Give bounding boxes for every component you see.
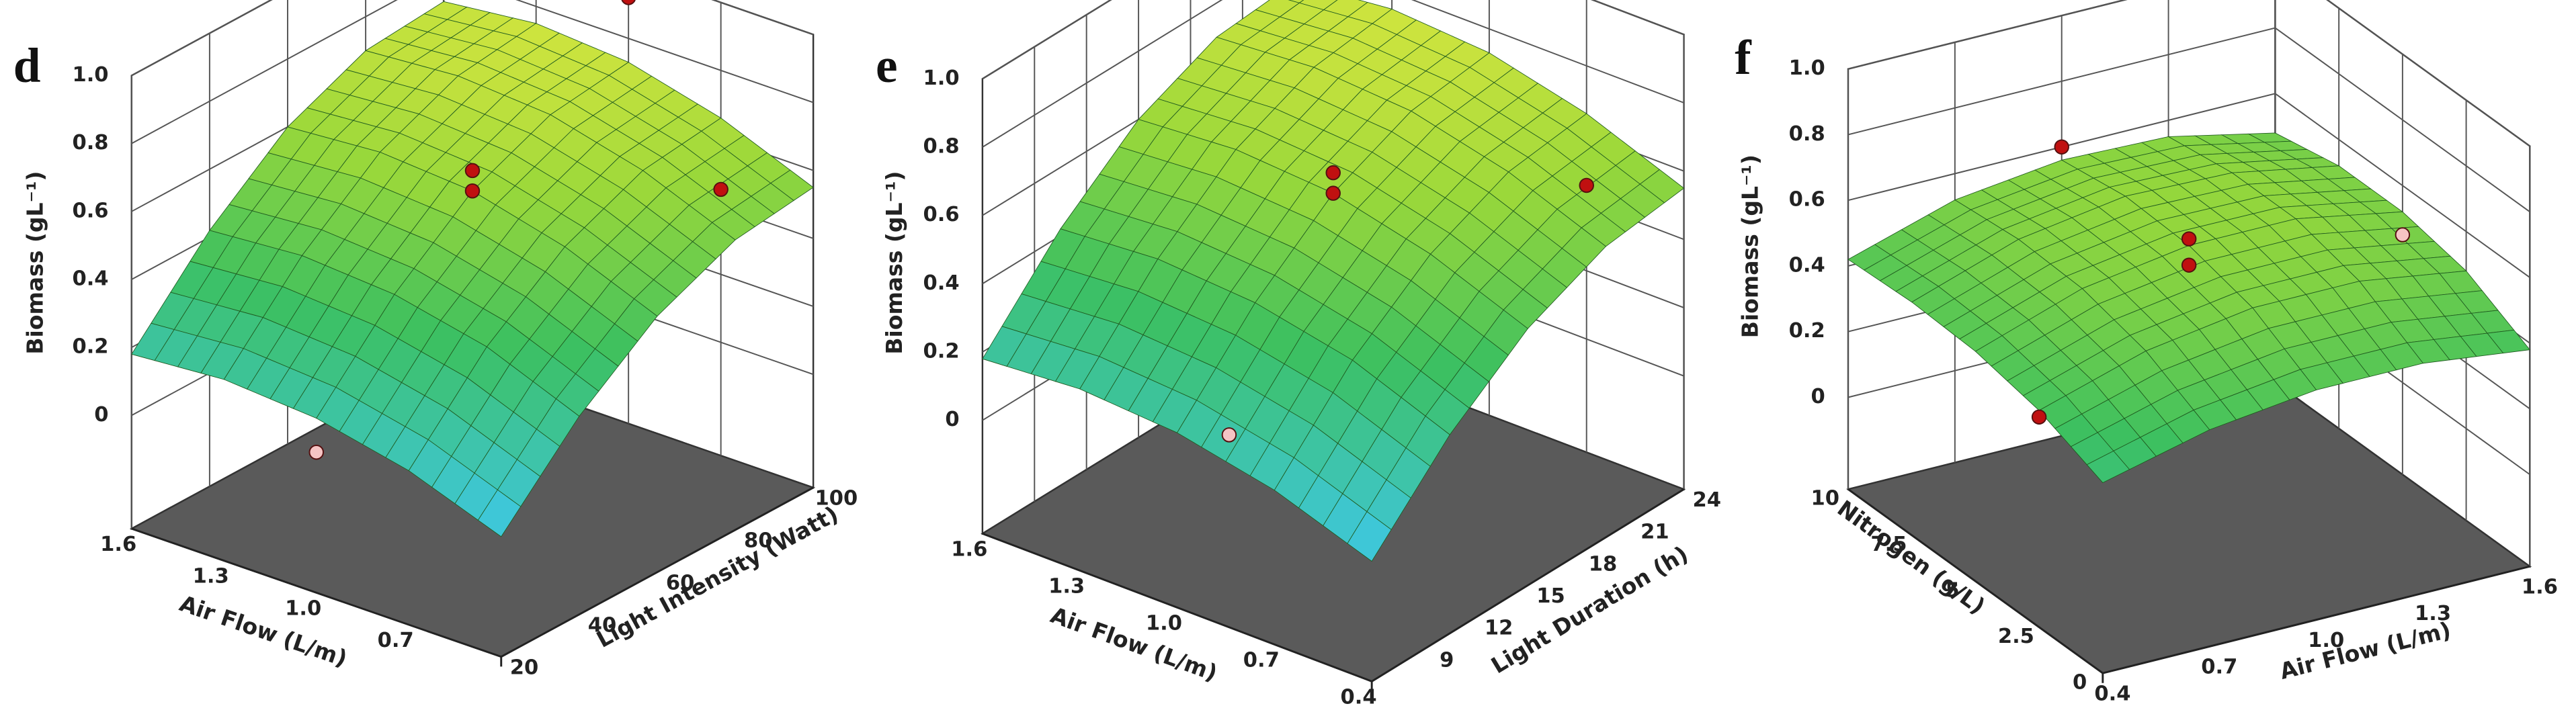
x-tick-label: 1.0 (285, 597, 321, 620)
x-tick-label: 7.5 (1870, 533, 1907, 556)
design-point (1325, 185, 1341, 201)
design-point (713, 181, 729, 197)
z-tick-label: 1.0 (72, 63, 108, 87)
y-tick-label: 15 (1536, 584, 1565, 608)
panel: 0 0.2 0.4 0.6 0.8 1.0 1.6 1.3 1.0 0.7 20 40 60 80 100 d… (13, 0, 858, 679)
x-tick-label: 0.7 (1243, 648, 1280, 672)
z-tick-label: 0.6 (72, 199, 108, 222)
z-tick-label: 0.4 (72, 267, 108, 291)
grid-line (1847, 0, 2530, 147)
z-tick-label: 0.8 (1789, 122, 1825, 146)
axis-line (1371, 488, 1685, 682)
y-tick-label: 40 (588, 613, 617, 637)
z-axis-title: Biomass (gL⁻¹) (881, 171, 907, 355)
z-tick-label: 0.4 (923, 271, 960, 295)
y-tick-label: 60 (666, 571, 695, 594)
design-point (1221, 427, 1237, 443)
panel: 0 0.2 0.4 0.6 0.8 1.0 10 7.5 5 2.5 0 0.4 0.7 1.0 1.3 1.… (1735, 0, 2558, 705)
y-tick-label: 18 (1589, 552, 1618, 576)
z-axis-title: Biomass (gL⁻¹) (1737, 155, 1763, 338)
z-tick-label: 1.0 (923, 67, 960, 90)
x-tick-label: 10 (1811, 487, 1839, 511)
design-point (464, 183, 481, 199)
x-tick-label: 0.4 (1341, 685, 1377, 706)
y-tick-label: 1.0 (2308, 629, 2344, 652)
surface-cell (2086, 450, 2130, 484)
y-tick-label: 0.4 (2094, 682, 2130, 705)
z-tick-label: 0.6 (923, 203, 960, 226)
design-point (621, 0, 636, 5)
axis-line (501, 486, 814, 658)
axis-line (2102, 565, 2530, 674)
design-point (1579, 177, 1594, 193)
y-tick-label: 24 (1693, 488, 1722, 512)
grid-line (131, 0, 814, 77)
design-point (2054, 139, 2069, 155)
surface-cell (1347, 511, 1392, 562)
y-tick-label: 20 (510, 656, 539, 679)
x-axis-title: Air Flow (L/m) (176, 590, 350, 672)
surface-cell (477, 489, 522, 537)
z-tick-label: 0.8 (923, 134, 960, 158)
design-point (308, 444, 325, 460)
x-tick-label: 1.6 (951, 537, 987, 561)
y-tick-label: 100 (815, 487, 858, 511)
axis-line (1847, 488, 2104, 674)
z-tick-label: 0.6 (1789, 188, 1825, 212)
design-point (2395, 227, 2411, 242)
z-tick-label: 0 (945, 408, 959, 431)
z-tick-label: 0.4 (1789, 253, 1825, 277)
design-point (464, 163, 481, 179)
z-axis-title: Biomass (gL⁻¹) (22, 171, 48, 355)
y-tick-label: 1.3 (2415, 602, 2451, 625)
panel-letter: f (1735, 30, 1752, 85)
x-tick-label: 2.5 (1998, 625, 2034, 648)
panel-letter: e (876, 38, 898, 93)
z-tick-label: 0.2 (72, 335, 108, 359)
panel: 0 0.2 0.4 0.6 0.8 1.0 1.6 1.3 1.0 0.7 0.4 9 12 15 18 21… (876, 0, 1721, 706)
design-point (2181, 257, 2197, 273)
x-tick-label: 5 (1946, 578, 1960, 602)
y-tick-label: 80 (744, 529, 773, 552)
design-point (1325, 165, 1341, 181)
x-tick-label: 0 (2073, 670, 2087, 694)
design-point (2031, 409, 2047, 425)
panel-letter: d (13, 38, 41, 93)
x-tick-label: 1.3 (1048, 574, 1085, 598)
y-tick-label: 12 (1485, 617, 1513, 640)
grid-line (131, 0, 814, 144)
y-tick-label: 1.6 (2522, 576, 2558, 599)
y-tick-label: 21 (1640, 521, 1669, 544)
x-tick-label: 0.7 (378, 629, 414, 652)
x-tick-label: 1.3 (193, 565, 229, 588)
x-tick-label: 1.6 (100, 533, 136, 556)
z-tick-label: 1.0 (1789, 56, 1825, 80)
z-tick-label: 0.8 (72, 131, 108, 155)
z-tick-label: 0 (1811, 385, 1825, 408)
x-tick-label: 1.0 (1146, 611, 1182, 635)
z-tick-label: 0.2 (923, 340, 960, 363)
z-tick-label: 0 (94, 403, 108, 427)
y-tick-label: 0.7 (2201, 656, 2237, 679)
axis-line (982, 532, 1372, 682)
y-tick-label: 9 (1440, 648, 1454, 672)
z-tick-label: 0.2 (1789, 319, 1825, 343)
design-point (2181, 231, 2197, 247)
axis-line (131, 527, 502, 658)
y-axis-title: Air Flow (L/m) (2277, 617, 2453, 685)
